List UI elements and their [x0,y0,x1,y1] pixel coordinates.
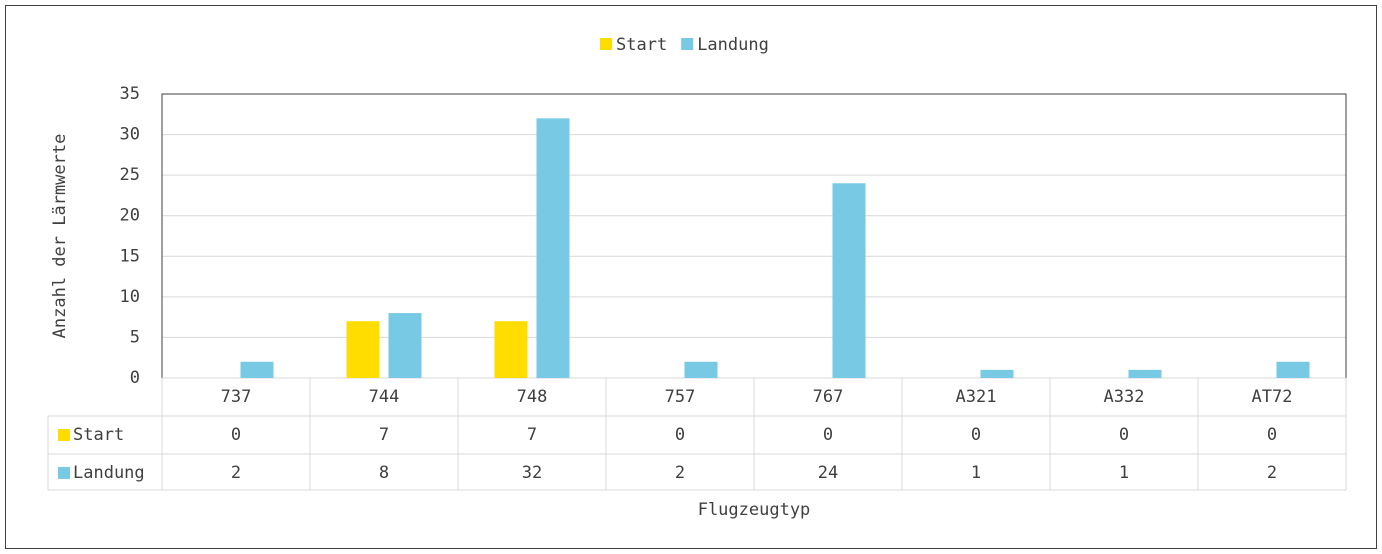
table-value: 2 [231,463,241,483]
bar [346,321,380,378]
legend-label: Landung [697,35,769,55]
table-value: 7 [527,425,537,445]
y-tick-label: 25 [120,165,140,185]
bar [536,118,570,378]
bar [1128,369,1162,378]
legend-swatch [600,38,612,50]
y-tick-label: 30 [120,125,140,145]
x-tick-label: 744 [369,387,400,407]
bar [832,183,866,378]
table-value: 8 [379,463,389,483]
table-value: 7 [379,425,389,445]
table-value: 32 [522,463,542,483]
table-value: 0 [823,425,833,445]
y-tick-label: 15 [120,246,140,266]
y-tick-label: 5 [130,327,140,347]
table-value: 0 [1267,425,1277,445]
bar [1276,361,1310,378]
bar [684,361,718,378]
y-axis-title: Anzahl der Lärmwerte [50,134,70,339]
y-tick-label: 35 [120,84,140,104]
legend-swatch [681,38,694,50]
table-value: 24 [818,463,838,483]
bar [494,321,528,378]
y-tick-label: 20 [120,206,140,226]
y-tick-label: 10 [120,287,140,307]
x-tick-label: 757 [665,387,696,407]
table-value: 0 [971,425,981,445]
x-tick-label: 767 [813,387,844,407]
table-value: 1 [1119,463,1129,483]
table-value: 1 [971,463,981,483]
chart-border [5,5,1377,549]
bar [980,369,1014,378]
x-tick-label: A332 [1104,387,1145,407]
y-tick-label: 0 [130,368,140,388]
table-row-label: Start [73,425,124,445]
legend-label: Start [616,35,667,55]
x-tick-label: 737 [221,387,252,407]
table-value: 2 [675,463,685,483]
bar [388,313,422,378]
x-tick-label: 748 [517,387,548,407]
table-value: 0 [675,425,685,445]
x-axis-title: Flugzeugtyp [698,500,811,520]
table-row-label: Landung [73,463,145,483]
table-value: 0 [1119,425,1129,445]
x-tick-label: A321 [956,387,997,407]
table-value: 2 [1267,463,1277,483]
bar [240,361,274,378]
x-tick-label: AT72 [1252,387,1293,407]
table-value: 0 [231,425,241,445]
table-legend-swatch [58,429,70,441]
table-legend-swatch [58,467,70,479]
